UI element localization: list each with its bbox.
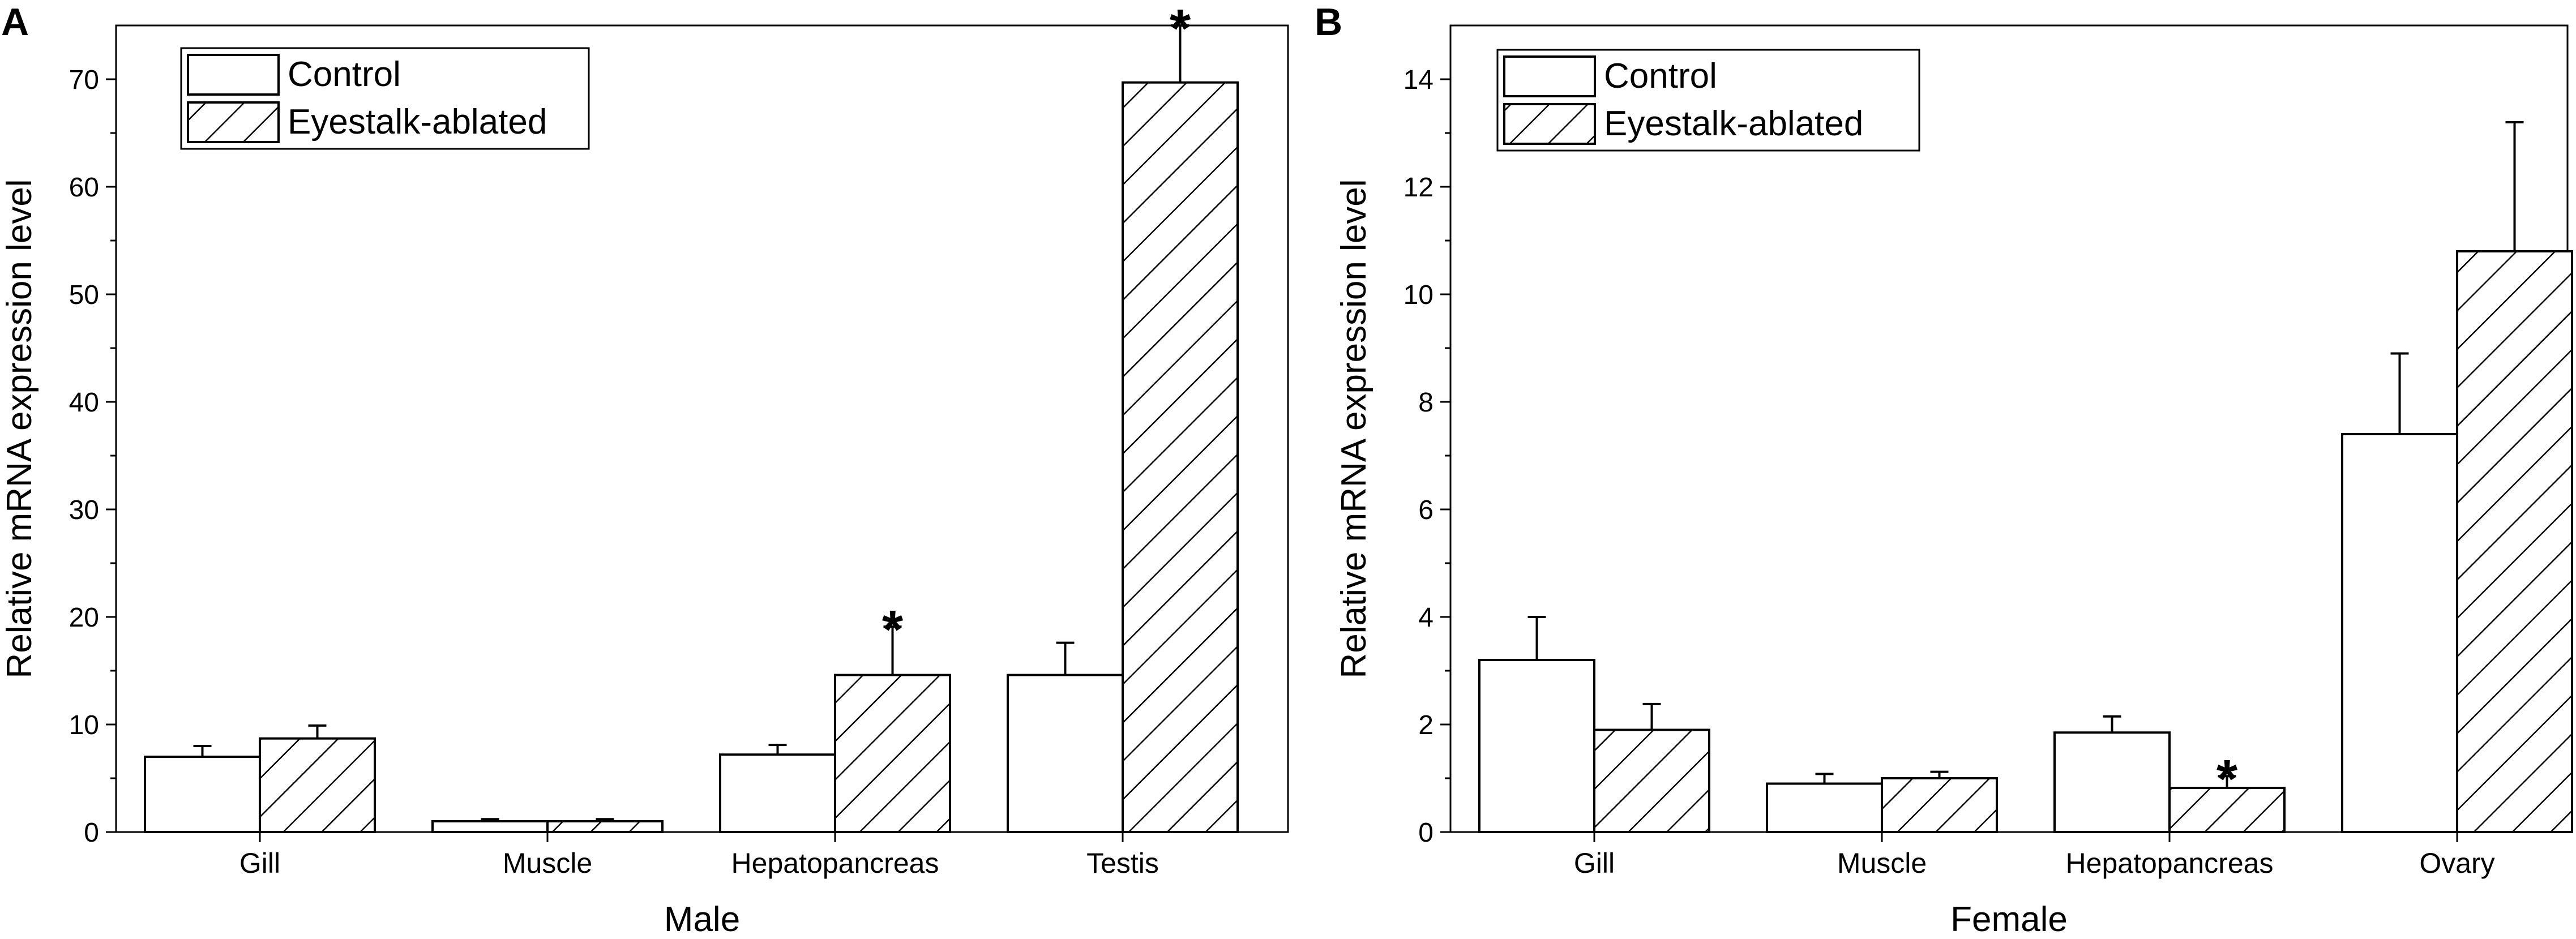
panel-letter: A [1, 1, 29, 44]
y-tick-label: 40 [69, 388, 99, 418]
legend-swatch [187, 101, 280, 143]
bar-control [2053, 731, 2171, 833]
legend-swatch [1503, 55, 1596, 97]
y-tick-label: 8 [1418, 388, 1434, 418]
x-axis-title: Female [1950, 900, 2068, 939]
bar-control [144, 756, 261, 833]
y-tick-label: 12 [1403, 173, 1434, 203]
bar-eyestalk-ablated [1122, 81, 1239, 834]
category-label: Gill [239, 847, 280, 879]
bar-eyestalk-ablated [2456, 250, 2573, 833]
category-label: Hepatopancreas [731, 847, 939, 879]
bar-eyestalk-ablated [834, 674, 951, 833]
y-tick-label: 10 [69, 710, 99, 740]
y-tick-label: 4 [1418, 603, 1434, 633]
significance-star: * [2216, 749, 2238, 809]
plot-frame [115, 24, 1289, 833]
legend-label: Control [288, 55, 401, 94]
bar-control [1478, 659, 1595, 833]
bar-eyestalk-ablated [1593, 728, 1710, 833]
bar-control [431, 820, 549, 833]
panel-letter: B [1315, 1, 1342, 44]
x-axis-title: Male [664, 900, 740, 939]
significance-star: * [882, 599, 904, 660]
category-label: Testis [1086, 847, 1159, 879]
bar-control [1766, 782, 1883, 833]
y-axis-title: Relative mRNA expression level [0, 179, 39, 678]
y-tick-label: 14 [1403, 65, 1434, 95]
y-tick-label: 6 [1418, 495, 1434, 525]
category-label: Gill [1574, 847, 1615, 879]
panel-b: B 0 2 4 6 8 10 12 14 Relative mRNA expression lev… [1315, 1, 2573, 939]
y-tick-label: 20 [69, 603, 99, 633]
bar-control [2341, 433, 2458, 833]
bar-eyestalk-ablated [1881, 777, 1998, 833]
y-tick-label: 60 [69, 173, 99, 203]
legend-label: Eyestalk-ablated [288, 102, 547, 142]
bar-eyestalk-ablated [546, 820, 664, 833]
y-tick-label: 2 [1418, 710, 1434, 740]
y-tick-label: 0 [1418, 818, 1434, 848]
y-tick-label: 50 [69, 280, 99, 310]
significance-star: * [1170, 0, 1191, 59]
bar-eyestalk-ablated [2168, 787, 2286, 833]
panel-a: A 0 10 20 30 40 50 60 70 Relative mRNA expression… [0, 0, 1289, 939]
legend-label: Eyestalk-ablated [1604, 104, 1863, 143]
y-tick-label: 70 [69, 65, 99, 95]
bar-control [1007, 674, 1124, 833]
category-label: Muscle [503, 847, 592, 879]
category-label: Hepatopancreas [2066, 847, 2274, 879]
legend-swatch [1503, 103, 1596, 145]
bar-eyestalk-ablated [259, 737, 376, 833]
legend-swatch [187, 54, 280, 96]
category-label: Muscle [1837, 847, 1927, 879]
y-tick-label: 30 [69, 495, 99, 525]
bar-control [719, 753, 836, 833]
category-label: Ovary [2419, 847, 2494, 879]
y-tick-label: 0 [84, 818, 99, 848]
y-tick-label: 10 [1403, 280, 1434, 310]
legend-label: Control [1604, 57, 1717, 96]
y-axis-title: Relative mRNA expression level [1334, 179, 1373, 678]
